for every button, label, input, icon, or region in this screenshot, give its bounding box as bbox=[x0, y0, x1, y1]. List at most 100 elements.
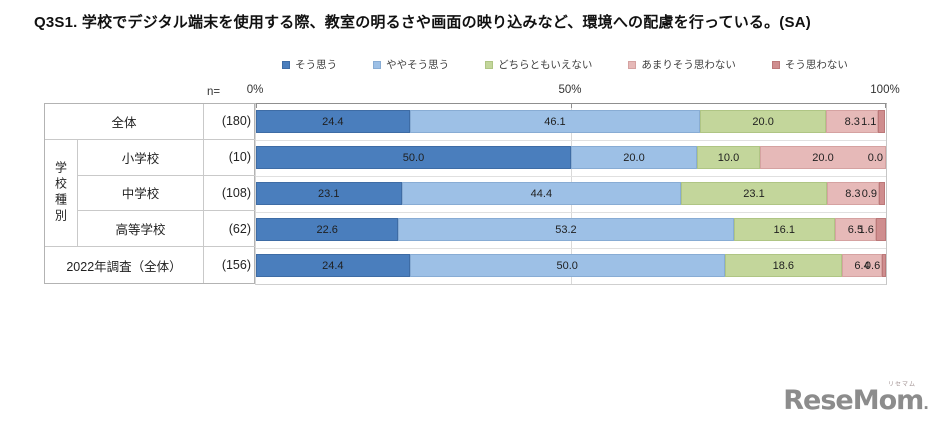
resemom-logo: リセマム ReseMom. bbox=[783, 382, 929, 416]
bar-value-label: 20.0 bbox=[752, 115, 774, 128]
bar-value-label: 23.1 bbox=[318, 187, 340, 200]
legend-swatch-icon bbox=[373, 60, 382, 69]
row-separator bbox=[256, 140, 886, 141]
legend-label: あまりそう思わない bbox=[641, 59, 736, 71]
bar-segment: 6.4 bbox=[841, 254, 883, 277]
n-value: (156) bbox=[221, 258, 251, 273]
n-value: (10) bbox=[204, 140, 256, 176]
legend-item: どちらともいえない bbox=[485, 57, 592, 72]
bar-value-label: 50.0 bbox=[402, 151, 425, 164]
logo-text: ReseMom bbox=[783, 385, 924, 416]
bar-segment: 1.1 bbox=[861, 110, 886, 133]
bar-value-label: 0.6 bbox=[864, 259, 881, 272]
bar-segment: 8.3 bbox=[826, 110, 879, 133]
category-label: 中学校 bbox=[78, 175, 204, 212]
bar-value-label: 16.1 bbox=[773, 223, 795, 236]
bar-value-label: 23.1 bbox=[743, 187, 765, 200]
bar-segment: 50.0 bbox=[256, 146, 571, 169]
legend-swatch-icon bbox=[485, 60, 494, 69]
bar-segment: 16.1 bbox=[733, 218, 835, 241]
bar-value-label: 6.5 bbox=[847, 223, 864, 236]
bar-row: 22.6 53.2 16.1 6.5 1.6 bbox=[256, 218, 886, 241]
bar-value-label: 24.4 bbox=[322, 259, 344, 272]
tick-0 bbox=[256, 104, 257, 108]
bar-value-label: 22.6 bbox=[316, 223, 338, 236]
bar-segment: 44.4 bbox=[401, 182, 682, 205]
legend-item: そう思わない bbox=[771, 57, 848, 72]
bar-segment: 0.6 bbox=[865, 254, 886, 277]
bar-value-label: 0.9 bbox=[861, 187, 878, 200]
bar-value-label: 50.0 bbox=[556, 259, 578, 272]
row-separator bbox=[256, 176, 886, 177]
bar-segment: 22.6 bbox=[256, 218, 399, 241]
bar-segment: 46.1 bbox=[409, 110, 701, 133]
category-table: 全体 (180) 学校種別 小学校 (10) 中学校 (108) 高等学校 (6… bbox=[44, 103, 256, 284]
legend-label: そう思う bbox=[295, 59, 338, 71]
axis-tick-100: 100% bbox=[870, 84, 900, 96]
bar-segment: 20.0 bbox=[571, 146, 697, 169]
n-value: (62) bbox=[204, 211, 256, 248]
bar-segment: 50.0 bbox=[409, 254, 725, 277]
bar-segment: 23.1 bbox=[681, 182, 827, 205]
n-equals-label: n= bbox=[207, 86, 221, 98]
bar-value-label: 8.3 bbox=[845, 187, 861, 200]
logo-ruby-text: リセマム bbox=[887, 381, 916, 388]
bar-value-label: 10.0 bbox=[717, 151, 740, 164]
bar-value-label: 1.6 bbox=[858, 223, 874, 236]
axis-tick-50: 50% bbox=[558, 84, 582, 96]
bar-segment: 20.0 bbox=[760, 146, 886, 169]
n-value: (108) bbox=[204, 176, 256, 212]
legend-swatch-icon bbox=[282, 60, 291, 69]
bar-value-label: 20.0 bbox=[623, 151, 645, 164]
bar-value-label: 44.4 bbox=[530, 187, 553, 200]
chart-title: Q3S1. 学校でデジタル端末を使用する際、教室の明るさや画面の映り込みなど、環… bbox=[34, 14, 811, 31]
bar-segment: 18.6 bbox=[724, 254, 842, 277]
bar-segment: 1.6 bbox=[859, 218, 886, 241]
row-separator bbox=[256, 248, 886, 249]
legend: そう思う ややそう思う どちらともいえない あまりそう思わない そう思わない bbox=[240, 57, 890, 72]
bar-row: 24.4 50.0 18.6 6.4 0.6 bbox=[256, 254, 886, 277]
tick-50 bbox=[571, 104, 572, 108]
group-label: 学校種別 bbox=[45, 139, 78, 248]
bar-value-label: 46.1 bbox=[544, 115, 566, 128]
bar-segment: 24.4 bbox=[256, 254, 410, 277]
bar-segment: 53.2 bbox=[398, 218, 734, 241]
tick-100 bbox=[885, 104, 886, 108]
bar-value-label: 1.1 bbox=[861, 115, 877, 128]
bar-segment: 8.3 bbox=[826, 182, 880, 205]
legend-label: ややそう思う bbox=[386, 59, 450, 71]
bar-value-label: 18.6 bbox=[772, 259, 795, 272]
bar-segment: 10.0 bbox=[697, 146, 760, 169]
bar-segment: 24.4 bbox=[256, 110, 410, 133]
row-separator bbox=[256, 212, 886, 213]
bar-value-label: 24.4 bbox=[322, 115, 344, 128]
bar-value-label: 0.0 bbox=[867, 151, 883, 164]
bar-row: 50.0 20.0 10.0 20.0 0.0 bbox=[256, 146, 886, 169]
legend-item: あまりそう思わない bbox=[628, 57, 736, 72]
category-label: 全体 bbox=[45, 104, 204, 140]
category-label: 2022年調査（全体） bbox=[45, 247, 204, 283]
bar-value-label: 8.3 bbox=[844, 115, 860, 128]
bar-row: 24.4 46.1 20.0 8.3 1.1 bbox=[256, 110, 886, 133]
legend-label: そう思わない bbox=[784, 59, 848, 71]
legend-item: ややそう思う bbox=[373, 57, 449, 72]
bar-value-label: 6.4 bbox=[854, 259, 870, 272]
bar-row: 23.1 44.4 23.1 8.3 0.9 bbox=[256, 182, 886, 205]
bar-segment: 0.9 bbox=[862, 182, 885, 205]
category-label: 小学校 bbox=[78, 139, 204, 176]
bar-segment: 6.5 bbox=[834, 218, 876, 241]
axis-tick-0: 0% bbox=[246, 84, 264, 96]
bar-value-label: 20.0 bbox=[812, 151, 834, 164]
bar-segment: 20.0 bbox=[700, 110, 827, 133]
plot-area: 24.4 46.1 20.0 8.3 1.1 50.0 20.0 10.0 20.0 0.0 2… bbox=[255, 103, 887, 285]
legend-item: そう思う bbox=[282, 57, 337, 72]
legend-label: どちらともいえない bbox=[498, 59, 593, 71]
legend-swatch-icon bbox=[771, 60, 780, 69]
bar-value-label: 53.2 bbox=[555, 223, 577, 236]
logo-dot: . bbox=[923, 395, 929, 413]
category-label: 高等学校 bbox=[78, 211, 204, 248]
bar-segment: 23.1 bbox=[256, 182, 402, 205]
n-value: (180) bbox=[204, 104, 256, 140]
legend-swatch-icon bbox=[628, 60, 637, 69]
